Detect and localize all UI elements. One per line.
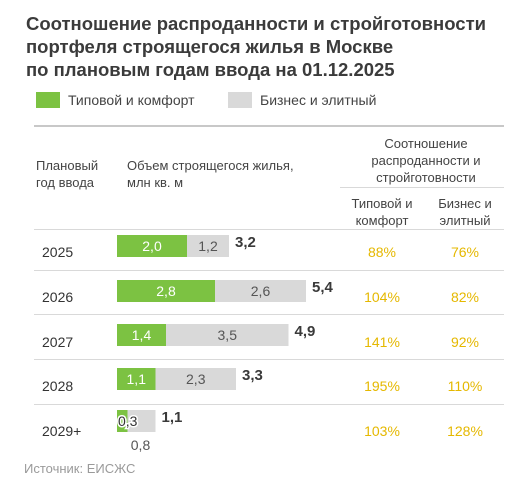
ratio-typ-2027: 141% xyxy=(364,334,400,350)
bar-total-2027: 4,9 xyxy=(295,323,316,340)
bar-label-typ-2028: 1,1 xyxy=(127,371,147,387)
header-ratio-rule xyxy=(340,187,504,188)
header-year: Плановый год ввода xyxy=(36,157,98,191)
header-ratio-line-2: распроданности и xyxy=(371,153,481,168)
legend-swatch-biz xyxy=(228,92,252,108)
bar-label-biz-2027: 3,5 xyxy=(218,327,238,343)
legend-label-biz: Бизнес и элитный xyxy=(260,92,377,108)
source-note: Источник: ЕИСЖС xyxy=(24,461,136,476)
bar-total-2029-plus: 1,1 xyxy=(162,409,183,426)
header-year-line-1: Плановый xyxy=(36,158,99,173)
bar-total-2025: 3,2 xyxy=(235,234,256,251)
header-ratio-typ-line-1: Типовой и xyxy=(351,196,413,211)
header-ratio-typ-line-2: комфорт xyxy=(355,213,409,228)
ratio-biz-2029-plus: 128% xyxy=(447,423,483,439)
ratio-biz-2028: 110% xyxy=(447,378,483,394)
header-volume: Объем строящегося жилья, млн кв. м xyxy=(127,157,294,191)
header-year-line-2: год ввода xyxy=(36,175,95,190)
bar-biz-2028 xyxy=(155,368,236,390)
year-label-2028: 2028 xyxy=(42,378,74,394)
legend-swatch-typ xyxy=(36,92,60,108)
year-label-2025: 2025 xyxy=(42,244,74,260)
bar-total-2028: 3,3 xyxy=(242,367,263,384)
ratio-typ-2028: 195% xyxy=(364,378,400,394)
header-ratio-biz-line-1: Бизнес и xyxy=(438,196,492,211)
bar-typ-2027 xyxy=(117,324,166,346)
year-label-2026: 2026 xyxy=(42,289,74,305)
bar-label-biz-2028: 2,3 xyxy=(186,371,206,387)
header-ratio-biz: Бизнес и элитный xyxy=(425,195,505,229)
bar-label-typ-2029-plus: 0,3 xyxy=(118,413,138,429)
header-volume-line-1: Объем строящегося жилья, xyxy=(127,158,294,173)
year-label-2027: 2027 xyxy=(42,334,74,350)
bar-biz-2025 xyxy=(187,235,229,257)
bar-label-typ-2026: 2,8 xyxy=(156,283,176,299)
bar-total-2026: 5,4 xyxy=(312,279,334,296)
bar-biz-2027 xyxy=(166,324,289,346)
header-ratio-line-1: Соотношение xyxy=(384,136,468,151)
bar-biz-2029-plus xyxy=(127,410,156,432)
bar-biz-2026 xyxy=(215,280,306,302)
header-bottom-rule xyxy=(34,229,504,230)
title-line-2: портфеля строящегося жилья в Москве xyxy=(26,36,394,57)
legend-label-typ: Типовой и комфорт xyxy=(68,92,195,108)
chart-title: Соотношение распроданности и стройготовн… xyxy=(26,12,506,81)
ratio-typ-2025: 88% xyxy=(367,244,397,260)
header-ratio: Соотношение распроданности и стройготовн… xyxy=(348,135,504,186)
row-rule-2027 xyxy=(34,359,504,360)
bar-label-typ-2025: 2,0 xyxy=(142,238,162,254)
ratio-biz-2027: 92% xyxy=(450,334,480,350)
bar-typ-2026 xyxy=(117,280,215,302)
bar-label-biz-2026: 2,6 xyxy=(251,283,271,299)
bar-label-biz-2029-plus: 0,8 xyxy=(131,437,151,453)
row-rule-2025 xyxy=(34,270,504,271)
title-line-1: Соотношение распроданности и стройготовн… xyxy=(26,13,487,34)
bar-typ-2025 xyxy=(117,235,187,257)
table-top-rule xyxy=(34,125,504,127)
bar-typ-2029-plus xyxy=(117,410,128,432)
header-ratio-biz-line-2: элитный xyxy=(439,213,491,228)
header-ratio-line-3: стройготовности xyxy=(376,170,476,185)
header-volume-line-2: млн кв. м xyxy=(127,175,184,190)
title-line-3: по плановым годам ввода на 01.12.2025 xyxy=(26,59,395,80)
bar-label-typ-2027: 1,4 xyxy=(132,327,152,343)
bar-label-biz-2025: 1,2 xyxy=(198,238,218,254)
year-label-2029-plus: 2029+ xyxy=(42,423,82,439)
ratio-typ-2026: 104% xyxy=(364,289,400,305)
bar-typ-2028 xyxy=(117,368,156,390)
ratio-biz-2025: 76% xyxy=(450,244,480,260)
ratio-biz-2026: 82% xyxy=(450,289,480,305)
row-rule-2028 xyxy=(34,404,504,405)
ratio-typ-2029-plus: 103% xyxy=(364,423,400,439)
header-ratio-typ: Типовой и комфорт xyxy=(342,195,422,229)
row-rule-2026 xyxy=(34,314,504,315)
